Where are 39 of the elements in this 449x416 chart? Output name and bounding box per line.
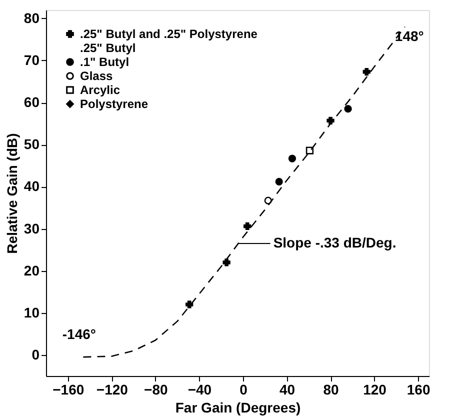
annotation: 148° — [394, 28, 424, 44]
point — [344, 105, 352, 113]
legend-label: .25" Butyl — [80, 41, 136, 55]
y-tick-label: 70 — [24, 52, 40, 68]
x-tick-label: −160 — [52, 382, 84, 398]
point — [326, 116, 334, 124]
point — [362, 68, 370, 76]
x-tick-label: −80 — [144, 382, 168, 398]
point — [264, 196, 272, 204]
point — [288, 154, 296, 162]
x-tick-label: 80 — [323, 382, 340, 398]
point — [222, 258, 230, 266]
legend-label: Polystyrene — [80, 97, 148, 111]
legend-label: Arcylic — [80, 83, 120, 97]
point — [275, 178, 283, 186]
annotation: -146° — [62, 326, 96, 342]
x-tick-label: −120 — [96, 382, 128, 398]
y-tick-label: 50 — [24, 136, 40, 152]
x-tick-label: 0 — [240, 382, 248, 398]
point — [244, 222, 252, 230]
legend-label: .25" Butyl and .25" Polystyrene — [80, 27, 258, 41]
y-tick-label: 20 — [24, 262, 40, 278]
annotation: Slope -.33 dB/Deg. — [273, 234, 396, 250]
x-tick-label: −40 — [188, 382, 212, 398]
point — [306, 146, 314, 154]
legend-label: Glass — [80, 69, 114, 83]
y-tick-label: 60 — [24, 94, 40, 110]
y-tick-label: 0 — [32, 346, 40, 362]
x-axis-title: Far Gain (Degrees) — [175, 400, 301, 416]
legend-label: .1" Butyl — [80, 55, 130, 69]
x-tick-label: 160 — [406, 382, 430, 398]
y-tick-label: 40 — [24, 178, 40, 194]
x-tick-label: 40 — [279, 382, 296, 398]
y-tick-label: 10 — [24, 304, 40, 320]
point — [186, 300, 194, 308]
y-tick-label: 80 — [24, 10, 40, 26]
y-axis-title: Relative Gain (dB) — [4, 133, 20, 254]
x-tick-label: 120 — [363, 382, 387, 398]
y-tick-label: 30 — [24, 220, 40, 236]
